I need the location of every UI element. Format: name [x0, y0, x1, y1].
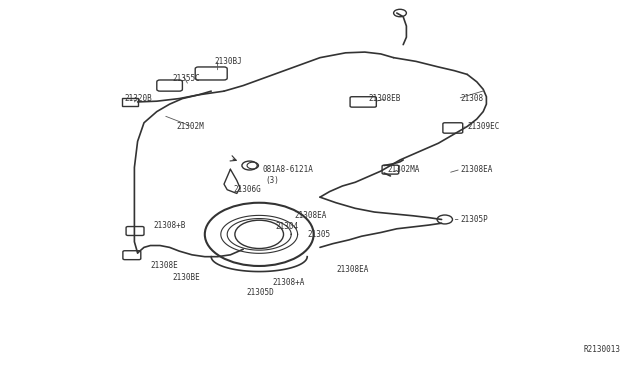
Text: 2130BE: 2130BE	[173, 273, 200, 282]
Text: 21309EC: 21309EC	[467, 122, 500, 131]
Text: 21308EA: 21308EA	[336, 265, 369, 274]
Text: 21308: 21308	[461, 94, 484, 103]
Text: R2130013: R2130013	[584, 345, 621, 354]
Text: 21308+B: 21308+B	[154, 221, 186, 230]
Text: 21306G: 21306G	[234, 185, 261, 194]
Text: 21305: 21305	[307, 230, 330, 239]
Text: 21320B: 21320B	[125, 94, 152, 103]
Text: 21305D: 21305D	[246, 288, 274, 296]
Text: 21308EA: 21308EA	[294, 211, 327, 220]
Text: (3): (3)	[266, 176, 280, 185]
Text: 21355C: 21355C	[173, 74, 200, 83]
Text: 21302M: 21302M	[176, 122, 204, 131]
Text: 21308EB: 21308EB	[368, 94, 401, 103]
Text: 21308E: 21308E	[150, 262, 178, 270]
Text: 21305P: 21305P	[461, 215, 488, 224]
Text: 21304: 21304	[275, 222, 298, 231]
Text: 21308+A: 21308+A	[272, 278, 305, 287]
Bar	[122, 98, 138, 106]
Text: 21308EA: 21308EA	[461, 165, 493, 174]
Text: 21302MA: 21302MA	[387, 165, 420, 174]
Text: 081A8-6121A: 081A8-6121A	[262, 165, 313, 174]
Text: 2130BJ: 2130BJ	[214, 57, 242, 66]
